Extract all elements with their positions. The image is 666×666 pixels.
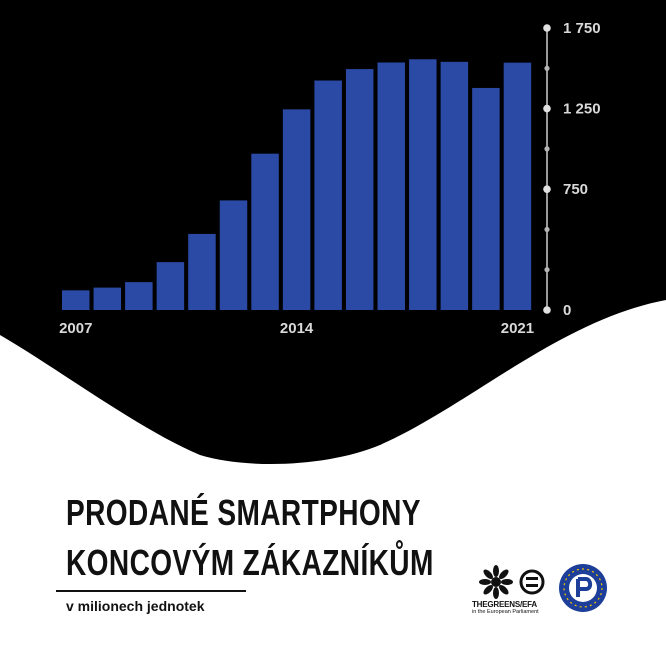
y-major-tick-1250 — [543, 104, 551, 113]
title-underline — [56, 590, 246, 592]
bar-2008 — [93, 287, 122, 310]
bar-2017 — [377, 62, 405, 311]
y-minor-tick-250 — [544, 267, 550, 273]
y-axis: 1 750 1 250 750 0 — [543, 20, 601, 319]
y-tick-label-1750: 1 750 — [563, 20, 601, 37]
y-tick-label-0: 0 — [563, 302, 571, 319]
bar-2010 — [156, 262, 185, 310]
bar-2020 — [472, 87, 500, 310]
bar-2014 — [282, 109, 311, 310]
bar-2011 — [188, 233, 216, 310]
x-axis-ticks: 2007 2014 2021 — [59, 320, 534, 337]
greens-efa-logo-icon — [479, 565, 545, 599]
greens-efa-name: THEGREENS/EFA — [472, 600, 537, 609]
pirate-party-logo-icon — [559, 564, 607, 612]
chart-subtitle: v milionech jednotek — [66, 598, 205, 614]
y-minor-tick-1500 — [544, 65, 550, 71]
bar-2018 — [409, 59, 437, 311]
bar-2021 — [503, 62, 532, 311]
bar-2009 — [125, 282, 153, 310]
y-minor-tick-1000 — [544, 146, 550, 152]
chart-title-line-1: PRODANÉ SMARTPHONY — [66, 492, 421, 533]
bar-2013 — [251, 153, 279, 310]
y-major-tick-1750 — [543, 24, 551, 32]
x-tick-label-2021: 2021 — [501, 320, 534, 337]
chart-title-line-2: KONCOVÝM ZÁKAZNÍKŮM — [66, 542, 434, 583]
y-tick-label-750: 750 — [563, 181, 588, 198]
greens-efa-subtitle: in the European Parliament — [472, 609, 539, 615]
bar-2015 — [314, 80, 342, 310]
y-minor-tick-500 — [544, 226, 550, 233]
y-tick-label-1250: 1 250 — [563, 101, 601, 118]
x-tick-label-2007: 2007 — [59, 320, 92, 337]
bar-group — [62, 59, 532, 311]
bar-2012 — [219, 200, 248, 310]
y-major-tick-750 — [543, 185, 551, 193]
bar-2019 — [440, 61, 469, 311]
x-tick-label-2014: 2014 — [280, 320, 314, 337]
bar-2007 — [62, 290, 90, 310]
y-major-tick-0 — [543, 306, 551, 314]
bar-2016 — [345, 69, 374, 310]
